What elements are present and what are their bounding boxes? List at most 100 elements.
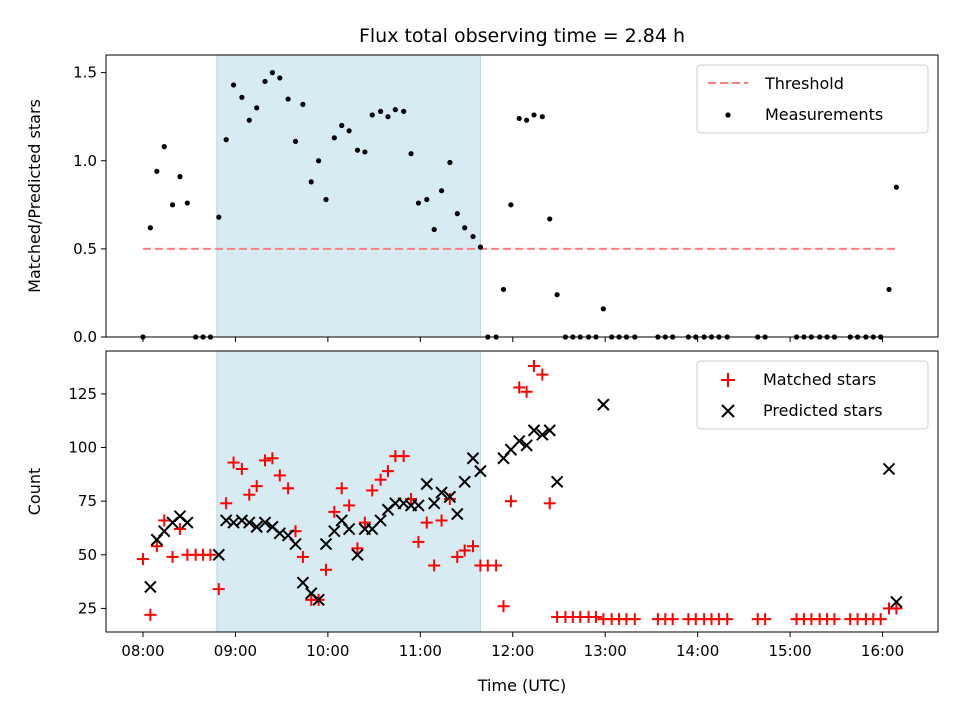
x-tick-label: 09:00: [214, 642, 257, 660]
predicted-star-point: [412, 499, 425, 512]
matched-star-point: [351, 542, 364, 555]
matched-star-point: [358, 516, 371, 529]
predicted-star-point: [328, 524, 341, 538]
y-tick-label: 1.0: [73, 152, 97, 170]
matched-star-point: [374, 473, 387, 486]
matched-star-point: [173, 523, 186, 536]
bottom-panel: 25 50 75 100 125 08:00 09:00 10:00 11:00 12:00 13…: [25, 350, 939, 695]
top-legend-box: [696, 64, 929, 134]
top-panel-highlight: [216, 54, 481, 338]
matched-star-point: [212, 583, 225, 596]
matched-star-point: [166, 550, 179, 563]
measurement-point: [385, 114, 391, 120]
measurement-point: [184, 200, 190, 206]
predicted-star-point: [597, 398, 610, 411]
measurement-point: [277, 75, 283, 81]
measurement-point: [438, 188, 445, 194]
predicted-star-point: [181, 516, 194, 529]
measurement-point: [447, 159, 453, 166]
predicted-star-point: [513, 434, 526, 448]
measurement-point: [500, 286, 507, 293]
measurement-point: [316, 158, 322, 164]
matched-star-point: [158, 514, 171, 527]
measurement-point: [377, 108, 384, 114]
predicted-star-point: [427, 497, 441, 510]
matched-star-point: [150, 540, 163, 553]
measurement-point: [346, 128, 352, 134]
measurement-point: [424, 196, 430, 203]
matched-star-point: [451, 550, 464, 563]
x-tick-label: 16:00: [861, 642, 904, 660]
measurement-point: [369, 112, 375, 118]
measurement-point: [431, 226, 437, 233]
measurement-point: [292, 138, 299, 144]
predicted-star-point: [543, 424, 556, 437]
matched-star-point: [243, 488, 256, 501]
measurement-point: [300, 101, 306, 107]
matched-star-point: [250, 480, 263, 493]
top-panel: 0.0 0.5 1.0 1.5 Matched/Predicted stars Thr…: [25, 54, 939, 346]
matched-star-point: [220, 497, 233, 510]
matched-star-point: [458, 544, 471, 557]
matched-star-point: [490, 559, 503, 572]
predicted-star-point: [312, 593, 325, 607]
legend-predicted-label: Predicted stars: [763, 401, 883, 420]
legend-threshold-label: Threshold: [764, 74, 844, 93]
matched-star-point: [890, 602, 903, 615]
legend-predicted-marker: [721, 404, 735, 418]
measurement-point: [524, 117, 530, 123]
matched-star-point: [144, 608, 157, 621]
measurement-point: [893, 184, 900, 190]
y-tick-label: 125: [68, 385, 97, 403]
legend-measurements-label: Measurements: [765, 105, 883, 124]
matched-star-point: [721, 613, 734, 626]
matched-star-point: [227, 456, 240, 469]
measurement-point: [362, 149, 368, 155]
matched-star-point: [397, 450, 410, 463]
matched-star-point: [543, 497, 556, 510]
matched-star-point: [328, 505, 341, 518]
measurement-point: [223, 137, 229, 143]
predicted-star-point: [466, 452, 480, 465]
measurement-point: [477, 244, 483, 250]
legend-matched-label: Matched stars: [763, 370, 876, 389]
matched-star-point: [282, 482, 295, 495]
measurement-point: [216, 214, 222, 220]
predicted-star-point: [144, 580, 157, 594]
predicted-star-point: [351, 548, 364, 561]
matched-star-point: [320, 563, 333, 576]
y-tick-label: 100: [68, 439, 97, 457]
measurement-point: [354, 147, 361, 153]
matched-star-point: [759, 613, 772, 626]
predicted-star-point: [219, 514, 233, 527]
predicted-star-point: [435, 486, 448, 499]
chart-title: Flux total observing time = 2.84 h: [359, 25, 685, 47]
measurement-point: [177, 174, 183, 180]
measurement-point: [246, 117, 252, 123]
y-tick-label: 75: [78, 492, 97, 510]
matched-star-point: [435, 514, 448, 527]
y-tick-label: 50: [78, 546, 97, 564]
predicted-star-point: [420, 477, 433, 491]
y-tick-label: 1.5: [73, 64, 97, 82]
measurement-point: [269, 70, 275, 76]
matched-star-point: [504, 495, 517, 508]
measurement-point: [331, 135, 337, 141]
matched-star-point: [235, 462, 248, 475]
measurement-point: [308, 179, 314, 185]
matched-star-point: [296, 550, 309, 563]
measurement-point: [392, 107, 398, 113]
measurement-point: [169, 202, 176, 208]
measurement-point: [323, 196, 329, 203]
measurement-point: [415, 200, 422, 206]
x-tick-label: 13:00: [584, 642, 627, 660]
measurement-point: [339, 122, 345, 129]
predicted-star-point: [474, 464, 487, 478]
matched-star-point: [520, 385, 533, 398]
matched-star-point: [628, 613, 641, 626]
predicted-star-point: [212, 548, 225, 561]
y-tick-label: 0.5: [73, 240, 97, 258]
measurement-point: [462, 225, 468, 231]
predicted-star-point: [882, 462, 896, 476]
